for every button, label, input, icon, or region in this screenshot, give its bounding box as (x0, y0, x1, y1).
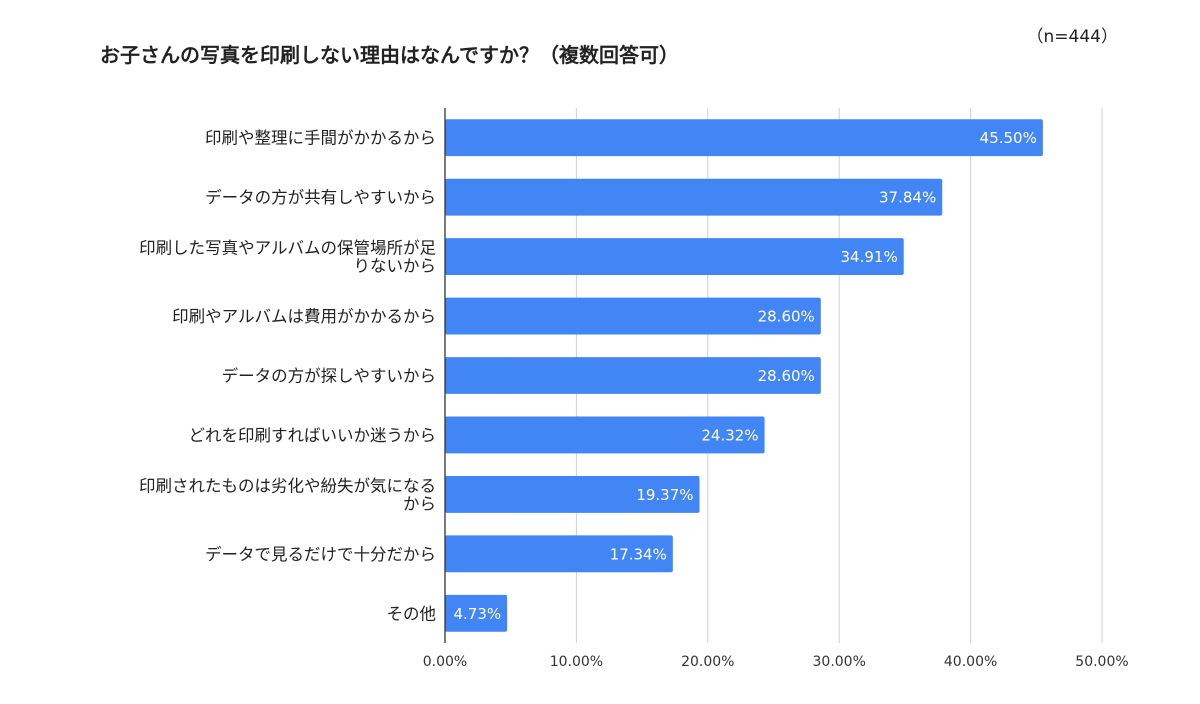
category-label: 印刷した写真やアルバムの保管場所が足 (139, 239, 436, 258)
category-label: 印刷や整理に手間がかかるから (205, 129, 436, 148)
bars: 45.50% 37.84% 34.91% 28.60% 28.60% 24.32% 19.3… (445, 119, 1043, 632)
bar (445, 475, 700, 513)
data-label: 37.84% (879, 189, 936, 207)
data-label: 17.34% (610, 545, 667, 563)
bar (445, 178, 943, 216)
bar (445, 594, 508, 632)
bar (445, 119, 1043, 157)
chart-title: お子さんの写真を印刷しない理由はなんですか？（複数回答可） (100, 43, 679, 67)
x-axis-ticks: 0.00% 10.00% 20.00% 30.00% 40.00% 50.00% (423, 654, 1129, 670)
category-label: データの方が共有しやすいから (205, 187, 436, 207)
data-label: 28.60% (758, 308, 815, 326)
category-label: その他 (387, 604, 437, 623)
category-labels: 印刷や整理に手間がかかるからデータの方が共有しやすいから印刷した写真やアルバムの… (139, 129, 436, 624)
data-label: 4.73% (453, 605, 501, 623)
category-label: データの方が探しやすいから (222, 366, 436, 386)
category-label: から (403, 494, 436, 513)
bar (445, 297, 821, 335)
data-label: 19.37% (636, 486, 693, 504)
category-label: どれを印刷すればいいか迷うから (189, 426, 437, 445)
x-tick-label: 0.00% (423, 654, 467, 670)
category-label: データで見るだけで十分だから (205, 544, 436, 564)
data-label: 28.60% (758, 367, 815, 385)
sample-size-note: （n=444） (1027, 27, 1118, 47)
bar (445, 416, 765, 454)
data-label: 45.50% (980, 129, 1037, 147)
bar (445, 535, 673, 573)
x-tick-label: 50.00% (1075, 654, 1128, 670)
x-tick-label: 30.00% (813, 654, 866, 670)
bar (445, 357, 821, 394)
data-label: 24.32% (701, 426, 758, 444)
x-tick-label: 10.00% (550, 654, 603, 670)
category-label: 印刷やアルバムは費用がかかるから (172, 307, 436, 326)
data-label: 34.91% (841, 248, 898, 266)
category-label: りないから (354, 257, 437, 276)
category-label: 印刷されたものは劣化や紛失が気になる (139, 476, 436, 495)
bar (445, 238, 904, 276)
x-tick-label: 20.00% (681, 654, 734, 670)
x-tick-label: 40.00% (944, 654, 997, 670)
